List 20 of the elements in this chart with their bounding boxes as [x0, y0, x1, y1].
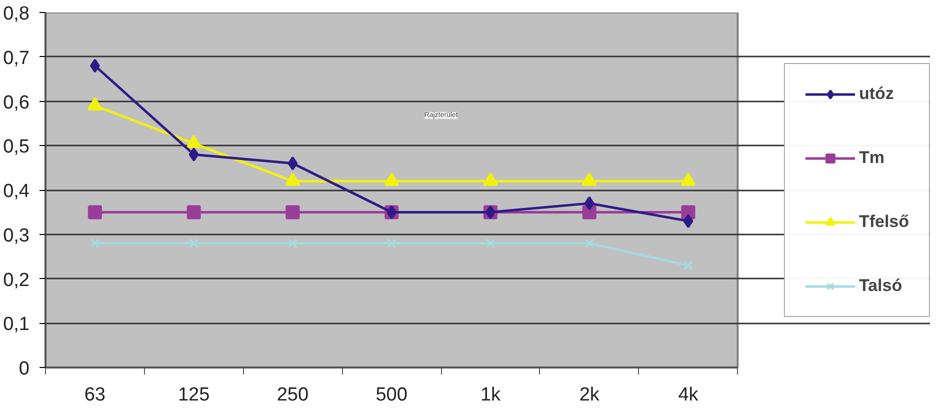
legend-label: Talsó [858, 276, 902, 296]
x-tick-label: 2k [579, 384, 600, 406]
legend-label: utóz [858, 84, 894, 104]
x-tick-label: 125 [178, 384, 210, 406]
y-tick-label: 0,7 [3, 48, 30, 69]
y-tick-label: 0 [18, 358, 30, 380]
y-tick-label: 0,5 [3, 136, 30, 158]
x-tick-label: 4k [678, 384, 699, 406]
x-tick-label: 500 [376, 384, 408, 406]
y-tick-label: 0,4 [3, 181, 30, 202]
x-tick-label: 63 [84, 384, 106, 406]
y-tick-label: 0,6 [3, 92, 30, 114]
x-tick-label: 250 [276, 384, 309, 406]
y-tick-label: 0,3 [3, 225, 30, 246]
y-tick-label: 0,1 [3, 314, 30, 336]
legend-label: Tm [858, 148, 884, 168]
legend-label: Tfelső [858, 212, 909, 232]
x-tick-label: 1k [480, 384, 502, 406]
y-tick-label: 0,8 [3, 4, 30, 24]
y-tick-label: 0,2 [3, 270, 30, 291]
